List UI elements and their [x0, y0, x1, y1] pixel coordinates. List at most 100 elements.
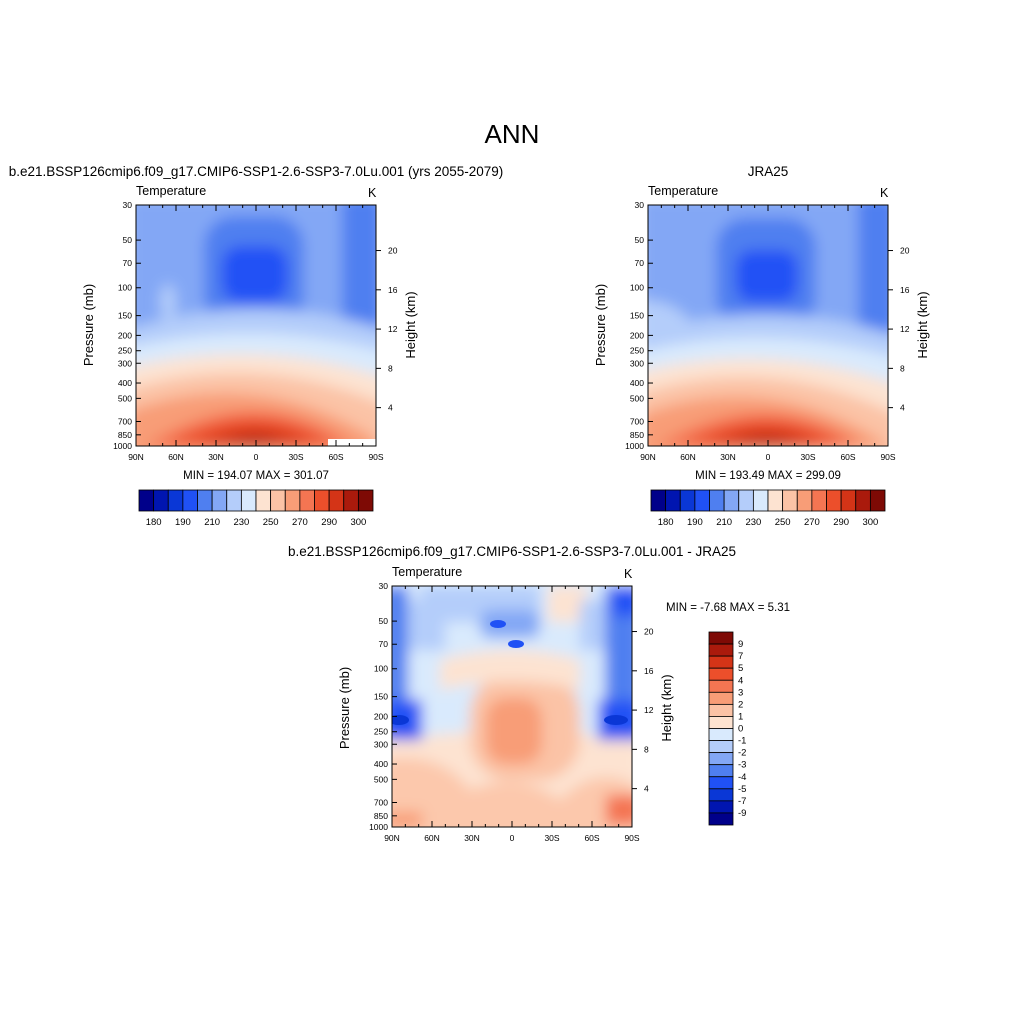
variable-label-model: Temperature	[136, 184, 206, 198]
panel-title-model: b.e21.BSSP126cmip6.f09_g17.CMIP6-SSP1-2.…	[9, 164, 504, 179]
lat-tick-label: 90S	[624, 833, 639, 843]
height-tick-label: 12	[644, 705, 654, 715]
pressure-tick-label: 150	[118, 311, 132, 321]
stats-model: MIN = 194.07 MAX = 301.07	[183, 470, 329, 482]
colorbar-swatch	[197, 489, 213, 512]
lat-tick-label: 60N	[680, 452, 696, 462]
colorbar-swatch	[782, 489, 798, 512]
colorbar-swatch	[767, 489, 784, 512]
pressure-tick-label: 500	[118, 393, 132, 403]
pressure-tick-label: 70	[123, 258, 133, 268]
panel-title-reference: JRA25	[748, 164, 789, 179]
lat-tick-label: 90N	[384, 833, 400, 843]
colorbar-swatch	[314, 489, 330, 512]
height-tick-label: 16	[388, 285, 398, 295]
lat-tick-label: 30N	[720, 452, 736, 462]
pressure-tick-label: 700	[118, 416, 132, 426]
colorbar-label: 180	[658, 517, 674, 528]
colorbar-swatch	[328, 489, 345, 512]
lat-tick-label: 60S	[840, 452, 855, 462]
y-axis-label-difference: Pressure (mb)	[337, 667, 352, 749]
colorbar-label: 190	[687, 517, 703, 528]
colorbar-label: 270	[804, 517, 820, 528]
lat-tick-label: 0	[510, 833, 515, 843]
pressure-tick-label: 100	[118, 283, 132, 293]
colorbar-label: 5	[738, 663, 743, 674]
colorbar-label: -1	[738, 736, 746, 747]
lat-tick-label: 0	[766, 452, 771, 462]
height-tick-label: 12	[388, 324, 398, 334]
lat-tick-label: 90S	[368, 452, 383, 462]
colorbar-label: -4	[738, 772, 746, 783]
colorbar-label: 230	[745, 517, 761, 528]
height-tick-label: 8	[900, 363, 905, 373]
colorbar-swatch	[708, 740, 734, 754]
colorbar-swatch	[299, 489, 315, 512]
variable-label-difference: Temperature	[392, 565, 462, 579]
y-axis-label-reference: Pressure (mb)	[593, 284, 608, 366]
colorbar-label: 290	[833, 517, 849, 528]
colorbar-swatch	[708, 631, 734, 645]
plot-area-model	[136, 205, 376, 446]
pressure-tick-label: 500	[374, 774, 388, 784]
colorbar-swatch	[694, 489, 710, 512]
units-label-difference: K	[624, 567, 633, 581]
pressure-tick-label: 1000	[625, 441, 644, 451]
pressure-tick-label: 50	[379, 616, 389, 626]
colorbar-swatch	[752, 489, 769, 512]
pressure-tick-label: 200	[118, 330, 132, 340]
colorbar-swatch	[226, 489, 242, 512]
pressure-tick-label: 100	[374, 664, 388, 674]
colorbar-label: 300	[350, 517, 366, 528]
pressure-tick-label: 70	[635, 258, 645, 268]
colorbar-swatch	[679, 489, 696, 512]
colorbar-swatch	[708, 691, 734, 705]
pressure-tick-label: 850	[374, 811, 388, 821]
colorbar-swatch	[708, 655, 734, 669]
colorbar-reference: 180 190 210 230 250 270 290 300	[650, 489, 886, 528]
y-axis-label-model: Pressure (mb)	[81, 284, 96, 366]
pressure-tick-label: 50	[635, 235, 645, 245]
pressure-tick-label: 500	[630, 393, 644, 403]
colorbar-swatch	[270, 489, 286, 512]
colorbar-swatch	[709, 489, 725, 512]
height-tick-label: 8	[644, 744, 649, 754]
colorbar-label: 250	[775, 517, 791, 528]
colorbar-swatch	[855, 489, 871, 512]
lat-tick-label: 60N	[168, 452, 184, 462]
lat-tick-label: 0	[254, 452, 259, 462]
lat-tick-label: 30N	[464, 833, 480, 843]
colorbar-swatch	[708, 643, 734, 657]
colorbar-label: 9	[738, 639, 743, 650]
plot-area-difference	[392, 586, 632, 827]
height-tick-label: 20	[644, 627, 654, 637]
pressure-tick-label: 300	[374, 739, 388, 749]
colorbar-swatch	[357, 489, 374, 512]
pressure-tick-label: 400	[630, 378, 644, 388]
colorbar-label: 290	[321, 517, 337, 528]
y2-axis-label-model: Height (km)	[403, 291, 418, 358]
pressure-tick-label: 700	[374, 797, 388, 807]
pressure-tick-label: 30	[379, 581, 389, 591]
lat-tick-label: 90S	[880, 452, 895, 462]
lat-tick-label: 60S	[584, 833, 599, 843]
height-tick-label: 20	[900, 246, 910, 256]
height-tick-label: 8	[388, 363, 393, 373]
height-tick-label: 20	[388, 246, 398, 256]
colorbar-label: 0	[738, 724, 743, 735]
colorbar-swatch	[167, 489, 184, 512]
colorbar-label: 190	[175, 517, 191, 528]
height-tick-label: 12	[900, 324, 910, 334]
pressure-tick-label: 850	[118, 430, 132, 440]
pressure-tick-label: 150	[630, 311, 644, 321]
lat-tick-label: 90N	[640, 452, 656, 462]
y2-axis-label-difference: Height (km)	[659, 674, 674, 741]
colorbar-swatch	[708, 667, 734, 681]
page-title: ANN	[485, 119, 540, 149]
colorbar-label: 230	[233, 517, 249, 528]
pressure-tick-label: 700	[630, 416, 644, 426]
colorbar-swatch	[708, 776, 734, 790]
y2-axis-label-reference: Height (km)	[915, 291, 930, 358]
